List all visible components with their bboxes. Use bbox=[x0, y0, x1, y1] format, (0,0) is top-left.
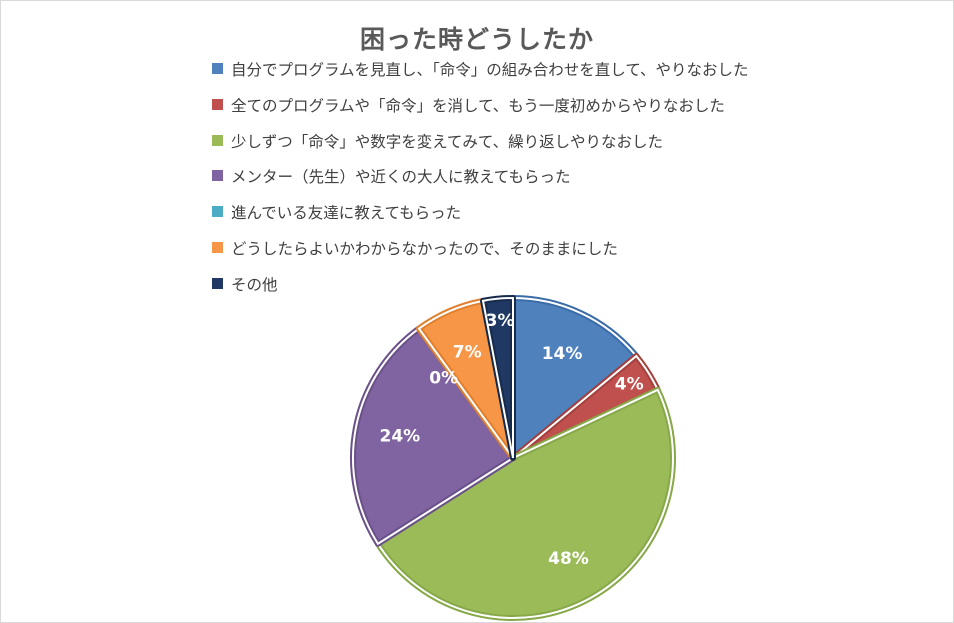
legend-item: 全てのプログラムや「命令」を消して、もう一度初めからやりなおした bbox=[212, 94, 749, 130]
pie-slice-separator bbox=[376, 388, 674, 619]
legend-label: 全てのプログラムや「命令」を消して、もう一度初めからやりなおした bbox=[231, 96, 725, 115]
legend-item: メンター（先生）や近くの大人に教えてもらった bbox=[212, 165, 749, 201]
data-label: 7% bbox=[453, 342, 482, 362]
data-label: 4% bbox=[615, 374, 644, 394]
chart-title: 困った時どうしたか bbox=[359, 25, 594, 54]
legend-item: 自分でプログラムを見直し、「命令」の組み合わせを直して、やりなおした bbox=[212, 58, 749, 94]
data-label: 48% bbox=[548, 549, 589, 569]
data-label: 14% bbox=[542, 344, 583, 364]
data-label: 24% bbox=[379, 426, 420, 446]
legend-label: メンター（先生）や近くの大人に教えてもらった bbox=[231, 168, 571, 187]
legend-swatch bbox=[212, 277, 223, 289]
legend-swatch bbox=[212, 134, 223, 146]
legend-label: 自分でプログラムを見直し、「命令」の組み合わせを直して、やりなおした bbox=[231, 61, 749, 79]
pie-slice-separator bbox=[352, 327, 515, 546]
legend-label: どうしたらよいかわからなかったので、そのままにした bbox=[231, 239, 618, 258]
legend-label: 少しずつ「命令」や数字を変えてみて、繰り返しやりなおした bbox=[231, 132, 663, 151]
legend-swatch bbox=[212, 170, 223, 182]
pie-slice-separator bbox=[481, 296, 514, 459]
legend-item: 進んでいる友達に教えてもらった bbox=[212, 201, 749, 237]
data-label: 3% bbox=[486, 311, 515, 331]
data-label: 0% bbox=[429, 368, 458, 388]
legend-item: どうしたらよいかわからなかったので、そのままにした bbox=[212, 237, 749, 273]
legend-swatch bbox=[212, 206, 223, 218]
legend-swatch bbox=[212, 241, 223, 253]
legend-swatch bbox=[212, 98, 223, 110]
legend-label: その他 bbox=[231, 275, 278, 294]
legend-swatch bbox=[212, 63, 223, 74]
legend-label: 進んでいる友達に教えてもらった bbox=[231, 204, 462, 223]
legend-item: その他 bbox=[212, 273, 749, 309]
pie-slice-separator bbox=[512, 296, 638, 461]
legend: 自分でプログラムを見直し、「命令」の組み合わせを直して、やりなおした 全てのプログ… bbox=[212, 58, 749, 309]
legend-item: 少しずつ「命令」や数字を変えてみて、繰り返しやりなおした bbox=[212, 130, 749, 166]
